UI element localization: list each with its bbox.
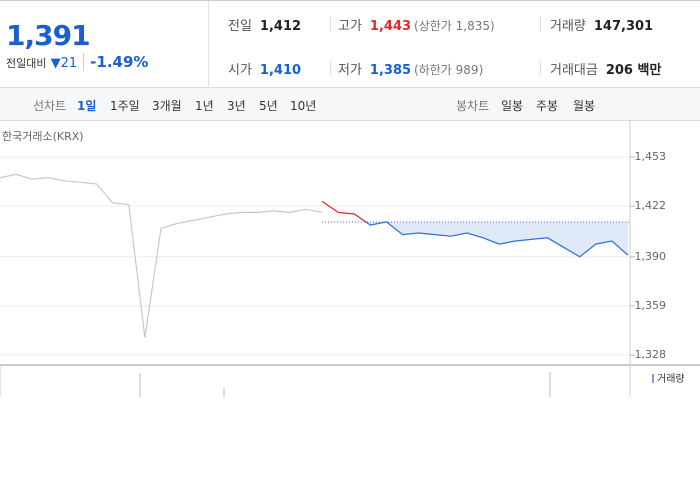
stat: 저가 1,385 (하한가 989) (338, 59, 483, 78)
tab-group-label: 선차트 (33, 99, 67, 113)
stat-value: 206 백만 (605, 63, 662, 78)
tab[interactable]: 주봉 (536, 99, 559, 113)
stat-label: 전일 (228, 19, 252, 34)
tab-bar: 선차트 1일 1주일 3개월 1년 3년 5년 10년 봉차트 일봉 주봉 월봉 (0, 88, 700, 121)
quote-header: 1,391 전일대비 ▼21 -1.49% 전일 1,412 고가 1,443 (상한가 … (0, 0, 700, 88)
line (364, 221, 629, 258)
stat-value: 1,443 (369, 19, 412, 34)
y-tick-label: 1,328 (635, 348, 667, 361)
stat-value: 147,301 (593, 19, 654, 34)
y-tick-label: 1,453 (635, 150, 667, 163)
stat-value: 1,412 (259, 19, 302, 34)
separator (330, 61, 331, 75)
stat: 시가 1,410 (228, 59, 301, 78)
change-value: 21 (60, 56, 78, 71)
stat-label: 저가 (338, 63, 362, 78)
stat-label: 고가 (338, 19, 362, 34)
tab[interactable]: 3개월 (152, 99, 182, 113)
change-pct: -1.49% (83, 53, 149, 71)
y-tick-label: 1,390 (635, 250, 667, 263)
change-label: 전일대비 (6, 57, 47, 70)
separator (540, 61, 541, 75)
stat-label: 거래대금 (550, 63, 598, 78)
stat-label: 시가 (228, 63, 252, 78)
price-panel: 1,391 전일대비 ▼21 -1.49% (0, 1, 209, 88)
tab[interactable]: 3년 (227, 99, 246, 113)
stat: 거래대금 206 백만 (550, 59, 661, 78)
volume-bars (139, 372, 551, 397)
separator (540, 17, 541, 31)
tab[interactable]: 5년 (259, 99, 278, 113)
stat-note: (상한가 1,835) (414, 19, 495, 33)
stat: 거래량 147,301 (550, 15, 653, 34)
area (365, 221, 628, 257)
separator (330, 17, 331, 31)
line (0, 173, 323, 338)
change: 전일대비 ▼21 -1.49% (6, 53, 149, 71)
volume-legend: 거래량 (657, 373, 685, 385)
stat-label: 거래량 (550, 19, 586, 34)
stat-value: 1,385 (369, 63, 412, 78)
stat-value: 1,410 (259, 63, 302, 78)
y-tick-label: 1,359 (635, 299, 667, 312)
stat-note: (하한가 989) (414, 63, 484, 77)
tab-group-label: 봉차트 (456, 99, 490, 113)
price: 1,391 (6, 19, 91, 52)
tab[interactable]: 10년 (290, 99, 317, 113)
y-tick-label: 1,422 (635, 199, 667, 212)
legend-swatch (652, 374, 654, 383)
tab[interactable]: 1일 (77, 99, 97, 113)
stat: 전일 1,412 (228, 15, 301, 34)
stat: 고가 1,443 (상한가 1,835) (338, 15, 495, 34)
tab[interactable]: 월봉 (573, 99, 596, 113)
source: 한국거래소(KRX) (2, 130, 84, 143)
tab[interactable]: 일봉 (501, 99, 524, 113)
tab[interactable]: 1주일 (110, 99, 140, 113)
tab[interactable]: 1년 (195, 99, 214, 113)
